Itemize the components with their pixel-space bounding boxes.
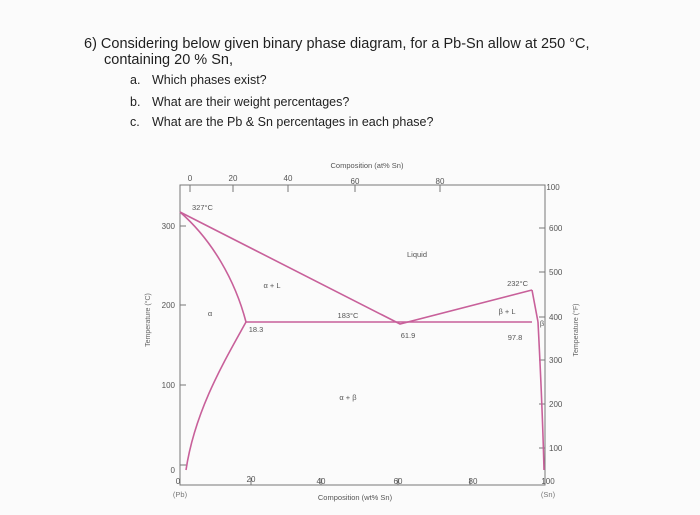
beta-solvus-line <box>537 321 545 471</box>
sub-question-a: a. Which phases exist? <box>130 73 267 87</box>
right-tick-200: 200 <box>549 400 563 409</box>
bottom-tick-80: 80 <box>469 477 478 486</box>
top-tick-100: 100 <box>546 183 560 192</box>
alpha-beta-region-label: α + β <box>339 393 357 402</box>
liquid-region-label: Liquid <box>407 250 427 259</box>
pb-melting-label: 327°C <box>192 203 214 212</box>
sub-question-c-text: What are the Pb & Sn percentages in each… <box>152 115 434 129</box>
right-tick-500: 500 <box>549 268 563 277</box>
right-tick-100: 100 <box>549 444 563 453</box>
sub-question-b: b. What are their weight percentages? <box>130 95 349 109</box>
sub-question-c: c. What are the Pb & Sn percentages in ea… <box>130 115 433 129</box>
top-tick-40: 40 <box>284 174 293 183</box>
bottom-right-label: (Sn) <box>541 490 556 499</box>
phase-boundaries <box>179 211 545 471</box>
sub-question-a-text: Which phases exist? <box>152 73 267 87</box>
left-tick-0: 0 <box>171 466 176 475</box>
alpha-liquid-region-label: α + L <box>263 281 280 290</box>
sub-question-b-text: What are their weight percentages? <box>152 95 350 109</box>
beta-region-label: β <box>540 319 545 328</box>
bottom-tick-0: 0 <box>176 477 181 486</box>
right-axis-title: Temperature (°F) <box>572 304 580 357</box>
right-tick-marks <box>539 227 545 449</box>
right-tick-300: 300 <box>549 356 563 365</box>
bottom-tick-marks <box>179 478 546 485</box>
alpha-solvus-line <box>185 321 247 471</box>
left-tick-100: 100 <box>162 381 176 390</box>
bottom-tick-20: 20 <box>247 475 256 484</box>
left-tick-marks <box>180 225 186 466</box>
top-tick-20: 20 <box>229 174 238 183</box>
right-tick-600: 600 <box>549 224 563 233</box>
alpha-limit-label: 18.3 <box>249 325 264 334</box>
beta-solidus-line <box>531 289 539 323</box>
top-tick-0: 0 <box>188 174 193 183</box>
alpha-solidus-line <box>179 211 247 323</box>
sub-question-c-label: c. <box>130 115 140 129</box>
beta-limit-label: 97.8 <box>508 333 523 342</box>
bottom-tick-40: 40 <box>317 477 326 486</box>
question-line-2: containing 20 % Sn, <box>104 52 233 68</box>
left-tick-300: 300 <box>162 222 176 231</box>
bottom-tick-100: 100 <box>541 477 555 486</box>
left-tick-200: 200 <box>162 301 176 310</box>
top-axis-title: Composition (at% Sn) <box>331 161 404 170</box>
sub-question-a-label: a. <box>130 73 141 87</box>
plot-frame <box>179 184 546 486</box>
alpha-region-label: α <box>208 309 213 318</box>
top-tick-80: 80 <box>436 177 445 186</box>
bottom-axis-title: Composition (wt% Sn) <box>318 493 393 502</box>
right-tick-400: 400 <box>549 313 563 322</box>
bottom-left-label: (Pb) <box>173 490 188 499</box>
eutectic-temp-label: 183°C <box>338 311 360 320</box>
beta-liquid-region-label: β + L <box>498 307 515 316</box>
eutectic-comp-label: 61.9 <box>401 331 416 340</box>
sn-melting-label: 232°C <box>507 279 529 288</box>
top-tick-60: 60 <box>351 177 360 186</box>
bottom-tick-60: 60 <box>394 477 403 486</box>
question-line-1: 6) Considering below given binary phase … <box>84 36 590 52</box>
top-tick-marks <box>189 185 546 192</box>
sub-question-b-label: b. <box>130 95 141 109</box>
left-axis-title: Temperature (°C) <box>144 293 152 347</box>
liquidus-line <box>179 211 533 325</box>
